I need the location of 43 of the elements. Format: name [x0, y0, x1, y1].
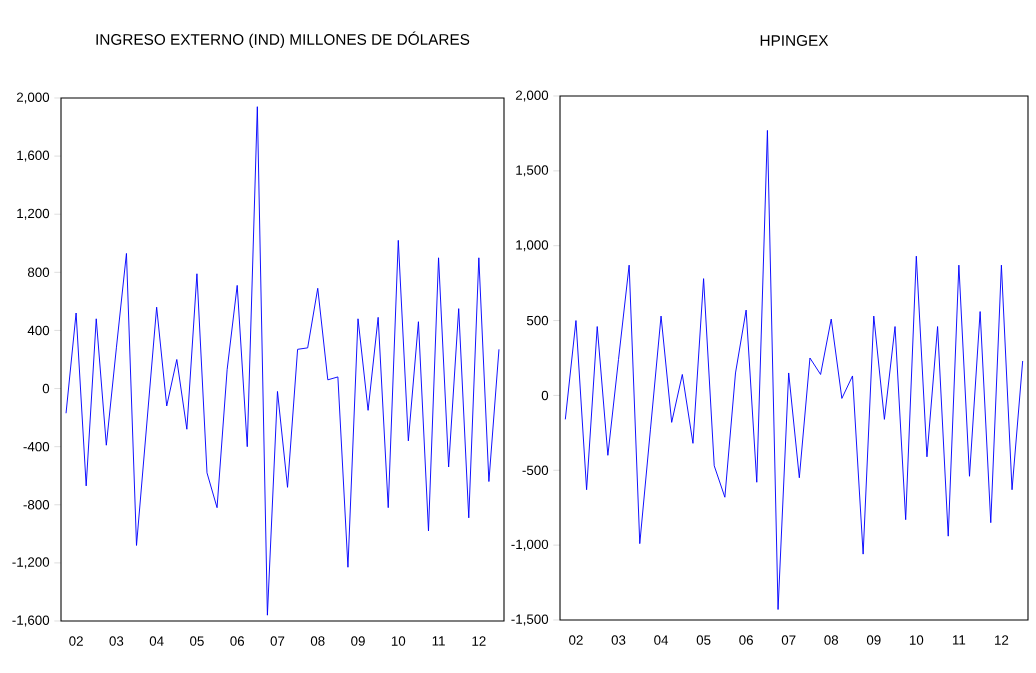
- y-tick-label: 500: [526, 315, 549, 326]
- y-tick-label: 1,600: [17, 150, 50, 162]
- y-tick-label: -1,500: [511, 614, 549, 626]
- y-tick-label: 0: [42, 383, 50, 394]
- x-tick-label: 08: [310, 636, 325, 646]
- y-tick-label: -1,600: [12, 615, 50, 627]
- line-series: [564, 129, 1024, 610]
- x-tick-label: 05: [696, 635, 711, 645]
- y-tick-label: 1,500: [516, 165, 549, 177]
- y-tick-label: -500: [522, 465, 549, 475]
- y-tick-label: -1,000: [511, 539, 549, 551]
- x-tick-label: 03: [611, 635, 626, 645]
- x-tick-label: 09: [866, 635, 881, 645]
- x-tick-label: 12: [995, 635, 1009, 645]
- y-tick-label: 2,000: [16, 92, 50, 104]
- chart-title: HPINGEX: [760, 35, 829, 46]
- x-tick-label: 04: [654, 635, 669, 645]
- y-tick-label: 400: [27, 325, 50, 336]
- x-tick-label: 05: [190, 636, 204, 646]
- x-tick-label: 11: [432, 636, 445, 646]
- x-tick-label: 02: [69, 636, 83, 646]
- y-tick-label: 1,000: [516, 240, 549, 252]
- x-tick-label: 06: [739, 635, 753, 645]
- x-tick-label: 07: [270, 636, 285, 646]
- x-tick-label: 02: [569, 635, 583, 645]
- chart-title: INGRESO EXTERNO (IND) MILLONES DE DÓLARES: [96, 31, 470, 48]
- y-tick-label: 1,200: [17, 208, 50, 220]
- y-tick-label: 2,000: [515, 90, 549, 102]
- x-tick-label: 04: [149, 636, 164, 646]
- x-tick-label: 06: [230, 636, 245, 646]
- x-tick-label: 10: [909, 635, 924, 645]
- x-tick-label: 10: [391, 636, 406, 646]
- x-tick-label: 03: [109, 636, 124, 646]
- x-tick-label: 08: [824, 635, 839, 645]
- y-tick-label: -800: [23, 500, 50, 510]
- y-tick-label: 800: [27, 267, 50, 278]
- y-tick-label: 0: [541, 390, 549, 401]
- x-tick-label: 09: [351, 636, 365, 646]
- x-tick-label: 07: [781, 635, 796, 645]
- x-tick-label: 11: [952, 635, 966, 645]
- x-tick-label: 12: [472, 636, 486, 646]
- y-tick-label: -400: [23, 441, 50, 452]
- y-tick-label: -1,200: [12, 557, 50, 569]
